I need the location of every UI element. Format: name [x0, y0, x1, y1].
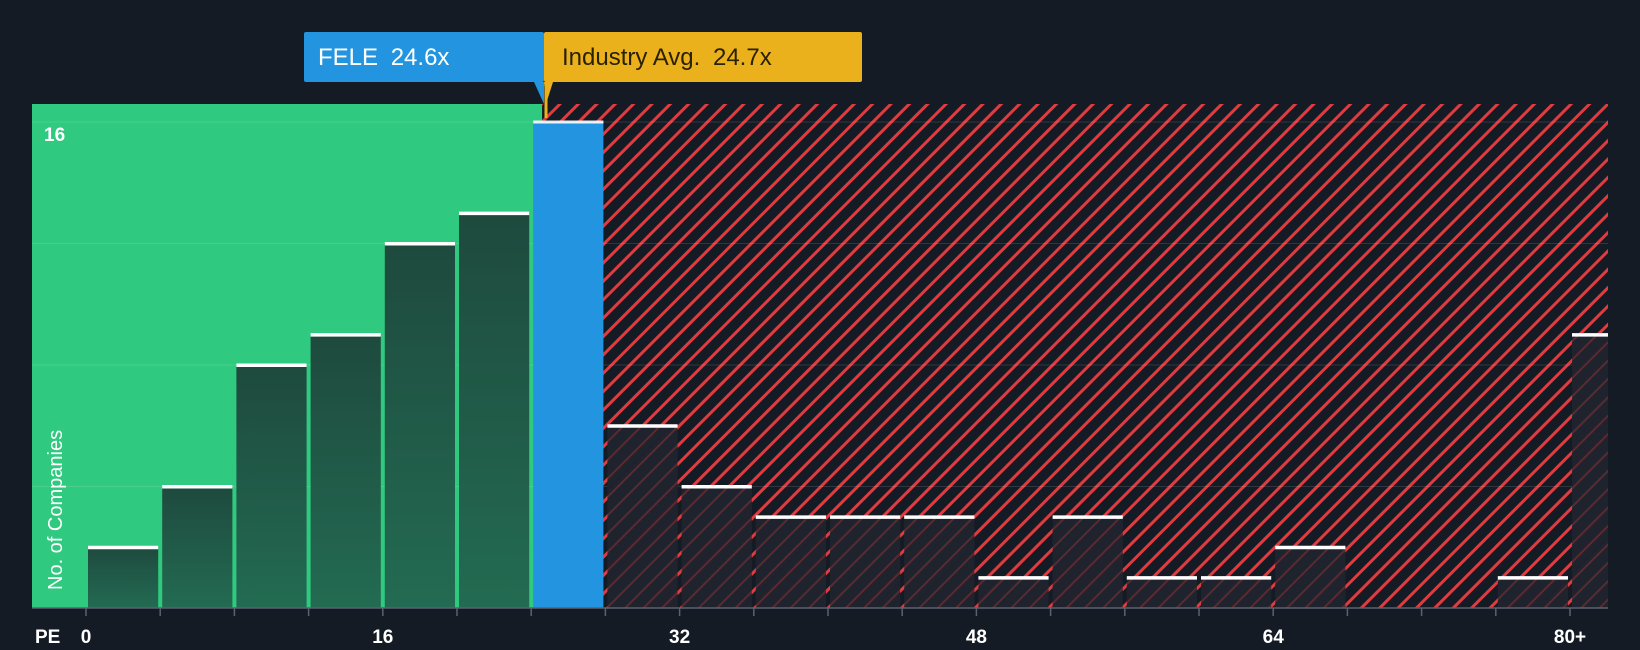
axes: 0 16 32 48 64 80+ 16 — [32, 125, 1608, 648]
histogram-bar-cap-2 — [236, 363, 307, 367]
company-callout-pointer — [534, 82, 544, 104]
industry-callout-label: Industry Avg. 24.7x — [562, 44, 772, 71]
x-tick-label: 64 — [1263, 627, 1285, 648]
company-bar-cap — [533, 120, 604, 124]
histogram-bar-cap-4 — [384, 242, 455, 246]
histogram-bar-cap-16 — [1275, 545, 1346, 550]
histogram-bar-16 — [1275, 547, 1346, 608]
x-tick-label: 0 — [81, 627, 92, 648]
industry-label: Industry Avg. — [562, 44, 700, 71]
histogram-bar-2 — [236, 365, 307, 608]
histogram-bars — [88, 120, 1608, 608]
histogram-bar-cap-13 — [1052, 515, 1123, 519]
x-tick-label: 80+ — [1554, 627, 1586, 648]
histogram-bar-13 — [1052, 516, 1123, 608]
histogram-bar-12 — [978, 577, 1049, 608]
x-tick-label: 32 — [669, 627, 690, 648]
company-pe-value: 24.6x — [391, 44, 450, 71]
industry-average-callout: Industry Avg. 24.7x — [544, 32, 862, 118]
histogram-bar-6 — [533, 122, 604, 608]
histogram-bar-7 — [607, 425, 678, 608]
histogram-bar-14 — [1126, 577, 1197, 608]
x-tick-label: 16 — [372, 627, 393, 648]
histogram-bar-4 — [384, 243, 455, 608]
histogram-bar-8 — [681, 486, 752, 608]
histogram-bar-cap-3 — [310, 333, 381, 337]
industry-pe-value: 24.7x — [713, 44, 772, 71]
histogram-bar-19 — [1497, 577, 1568, 608]
y-tick-label: 16 — [44, 125, 65, 146]
histogram-bar-15 — [1201, 577, 1272, 608]
histogram-bar-cap-0 — [88, 545, 159, 550]
histogram-bar-cap-1 — [162, 485, 233, 489]
histogram-bar-cap-10 — [830, 515, 901, 519]
histogram-bar-5 — [459, 213, 530, 608]
company-callout-label: FELE 24.6x — [318, 44, 449, 71]
histogram-bar-9 — [755, 516, 826, 608]
histogram-bar-cap-19 — [1497, 576, 1568, 580]
histogram-bar-cap-20 — [1572, 333, 1608, 337]
histogram-bar-20 — [1572, 334, 1608, 608]
histogram-bar-cap-11 — [904, 515, 975, 519]
histogram-bar-cap-14 — [1126, 576, 1197, 580]
y-axis-label: No. of Companies — [45, 430, 67, 590]
histogram-bar-3 — [310, 334, 381, 608]
histogram-bar-0 — [88, 547, 159, 608]
histogram-bar-cap-7 — [607, 424, 678, 428]
histogram-bar-11 — [904, 516, 975, 608]
company-callout-box — [304, 32, 544, 82]
histogram-bar-1 — [162, 486, 233, 608]
x-tick-label: 48 — [966, 627, 987, 648]
histogram-bar-cap-8 — [681, 485, 752, 489]
company-pe-callout: FELE 24.6x — [304, 32, 544, 104]
histogram-bar-cap-12 — [978, 576, 1049, 580]
histogram-bar-cap-5 — [459, 211, 530, 216]
histogram-bar-cap-15 — [1201, 576, 1272, 580]
histogram-bar-10 — [830, 516, 901, 608]
x-axis-label: PE — [35, 627, 60, 648]
industry-callout-box — [544, 32, 862, 82]
company-ticker: FELE — [318, 44, 378, 71]
histogram-bar-cap-9 — [755, 515, 826, 519]
